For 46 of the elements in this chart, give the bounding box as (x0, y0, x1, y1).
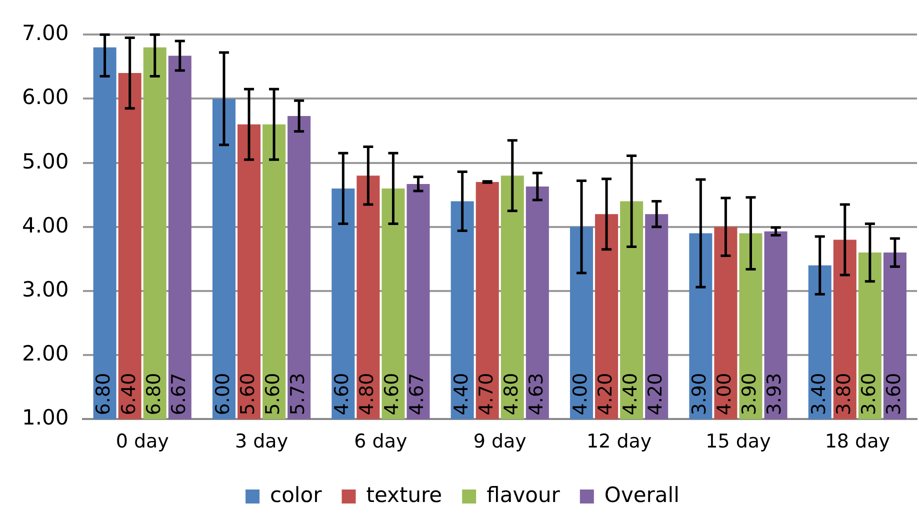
y-tick-label: 7.00 (22, 21, 69, 46)
data-label: 6.67 (168, 372, 190, 416)
y-tick-label: 6.00 (22, 85, 69, 110)
data-label: 3.90 (688, 372, 711, 416)
y-tick-label: 4.00 (22, 213, 69, 238)
data-label: 3.60 (882, 372, 905, 416)
x-tick-label: 6 day (354, 430, 408, 453)
data-label: 4.70 (475, 372, 498, 416)
y-tick-label: 3.00 (22, 277, 69, 302)
data-label: 4.40 (620, 372, 642, 416)
data-label: 4.63 (525, 372, 548, 416)
legend-label: Overall (604, 482, 680, 507)
data-label: 4.20 (594, 372, 616, 416)
data-label: 4.67 (406, 372, 428, 416)
x-tick-label: 9 day (473, 430, 526, 453)
data-label: 4.40 (450, 372, 472, 416)
data-label: 3.93 (764, 372, 786, 416)
data-label: 3.60 (858, 372, 880, 416)
data-label: 4.80 (500, 372, 522, 416)
legend-label: flavour (486, 482, 560, 507)
y-tick-label: 5.00 (22, 149, 69, 174)
data-label: 5.60 (262, 372, 284, 416)
x-tick-label: 12 day (586, 430, 652, 453)
data-label: 4.80 (356, 372, 378, 416)
data-label: 6.40 (118, 372, 140, 416)
data-label: 3.80 (832, 372, 855, 416)
y-tick-label: 1.00 (22, 406, 69, 430)
data-label: 6.00 (212, 372, 234, 416)
data-label: 4.00 (714, 372, 736, 416)
data-label: 6.80 (142, 372, 165, 416)
data-label: 4.20 (644, 372, 667, 416)
data-label: 4.60 (331, 372, 354, 416)
data-label: 5.60 (236, 372, 259, 416)
data-label: 6.80 (92, 372, 115, 416)
x-tick-label: 3 day (234, 430, 288, 453)
x-tick-label: 0 day (116, 430, 169, 453)
data-label: 3.40 (808, 372, 830, 416)
data-label: 3.90 (738, 372, 761, 416)
data-label: 4.60 (381, 372, 404, 416)
x-tick-label: 18 day (824, 430, 890, 453)
y-tick-label: 2.00 (22, 342, 69, 366)
legend-label: texture (366, 482, 442, 507)
data-label: 4.00 (569, 372, 592, 416)
x-tick-label: 15 day (706, 430, 771, 453)
legend-label: color (270, 482, 322, 507)
data-label: 5.73 (287, 372, 309, 416)
